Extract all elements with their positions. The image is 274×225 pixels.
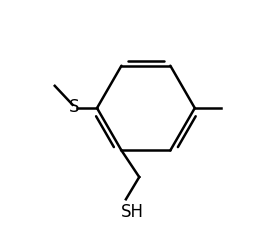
Text: SH: SH xyxy=(121,202,144,220)
Text: S: S xyxy=(68,98,79,116)
